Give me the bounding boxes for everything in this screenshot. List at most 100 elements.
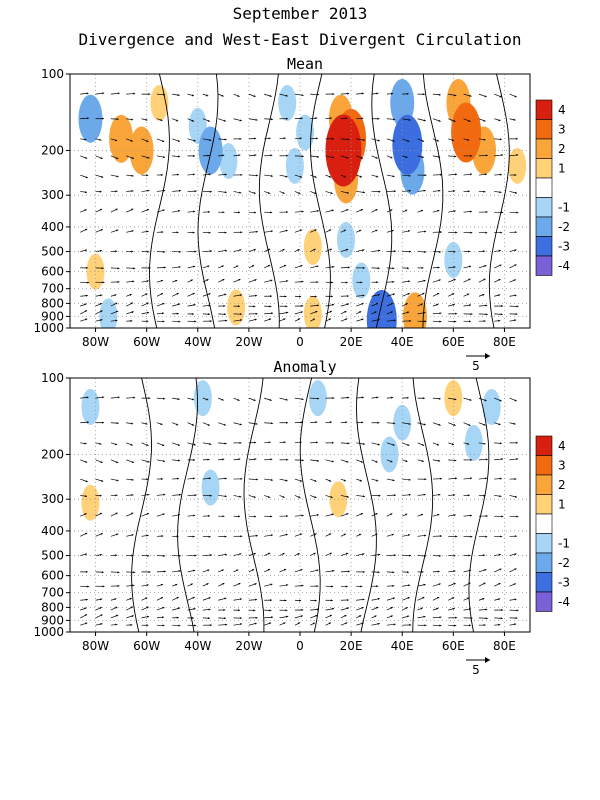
wind-vector-head <box>207 313 210 316</box>
wind-vector-head <box>331 209 334 212</box>
wind-vector-head <box>409 319 412 322</box>
wind-vector-head <box>285 533 288 536</box>
wind-vector-head <box>207 458 210 461</box>
wind-vector-head <box>270 515 273 518</box>
wind-vector-head <box>270 583 273 586</box>
wind-vector-head <box>240 173 243 176</box>
wind-vector-head <box>254 154 257 157</box>
wind-vector-head <box>390 209 393 212</box>
wind-vector-head <box>177 513 181 516</box>
wind-vector-head <box>420 303 423 306</box>
wind-vector-head <box>437 570 440 573</box>
wind-vector-head <box>133 92 136 95</box>
wind-vector-head <box>178 266 181 269</box>
wind-vector-head <box>498 119 501 122</box>
wind-vector-head <box>361 92 364 95</box>
wind-vector-head <box>316 304 319 307</box>
wind-vector-head <box>360 156 364 159</box>
wind-vector-head <box>100 461 103 464</box>
wind-vector-head <box>470 231 473 234</box>
wind-vector-head <box>346 495 349 498</box>
wind-vector-head <box>99 303 102 306</box>
wind-vector-head <box>163 397 166 400</box>
wind-vector-head <box>423 119 426 122</box>
wind-vector-head <box>393 118 396 121</box>
wind-vector-head <box>221 265 224 268</box>
wind-vector-head <box>455 616 458 619</box>
wind-vector-head <box>405 460 408 463</box>
wind-vector-head <box>468 582 471 585</box>
wind-vector-head <box>408 280 411 283</box>
wind-vector-head <box>160 118 163 121</box>
wind-vector-head <box>498 294 501 297</box>
wind-vector-head <box>115 494 118 497</box>
wind-vector-head <box>131 174 134 177</box>
wind-vector-head <box>163 266 166 269</box>
wind-vector-head <box>330 496 333 499</box>
wind-vector-head <box>314 175 317 178</box>
wind-vector-head <box>146 320 149 323</box>
wind-vector-head <box>498 598 501 601</box>
wind-vector-head <box>224 249 227 252</box>
wind-vector-head <box>315 421 318 424</box>
wind-vector-head <box>436 443 440 446</box>
wind-vector-head <box>270 174 273 178</box>
wind-vector-head <box>484 265 487 268</box>
wind-vector-head <box>454 94 457 97</box>
contour-line <box>197 74 219 328</box>
wind-vector-head <box>500 313 503 316</box>
wind-vector-head <box>421 266 424 269</box>
colorbar-label: 1 <box>558 161 566 175</box>
wind-vector-head <box>99 442 102 445</box>
contour-line <box>177 378 198 632</box>
wind-vector-head <box>391 92 394 95</box>
colorbar-label: 4 <box>558 103 566 117</box>
divergence-region <box>482 388 501 425</box>
wind-vector-head <box>130 443 133 446</box>
wind-vector-head <box>359 311 362 314</box>
wind-vector-head <box>467 190 470 193</box>
wind-vector-head <box>392 280 395 283</box>
wind-vector-head <box>393 190 396 193</box>
wind-vector-head <box>454 459 457 462</box>
wind-vector-head <box>405 513 408 516</box>
wind-vector-head <box>99 138 102 141</box>
wind-vector-head <box>116 118 119 121</box>
wind-vector-head <box>345 421 348 424</box>
wind-vector-head <box>146 615 150 618</box>
wind-vector-head <box>284 568 287 571</box>
wind-vector-head <box>206 94 209 97</box>
wind-vector-head <box>270 279 273 282</box>
wind-vector-head <box>193 443 196 446</box>
x-tick-label: 80E <box>493 639 516 653</box>
wind-vector-head <box>329 248 332 251</box>
wind-vector-head <box>284 295 287 298</box>
wind-vector-head <box>329 552 332 555</box>
wind-vector-head <box>267 568 271 571</box>
wind-vector-head <box>85 318 88 321</box>
wind-vector-head <box>175 279 178 282</box>
wind-vector-head <box>194 190 197 193</box>
wind-vector-head <box>317 93 320 96</box>
colorbar-label: 3 <box>558 458 566 472</box>
wind-vector-head <box>378 249 381 252</box>
wind-vector-head <box>209 190 212 193</box>
wind-vector-head <box>468 278 471 281</box>
wind-vector-head <box>377 571 380 574</box>
wind-vector-head <box>301 280 304 283</box>
wind-vector-head <box>239 553 242 556</box>
wind-vector-head <box>393 422 396 425</box>
wind-vector-head <box>437 209 440 212</box>
wind-vector-head <box>224 191 227 194</box>
wind-vector-head <box>454 173 458 176</box>
wind-vector-head <box>176 423 179 426</box>
contour-line <box>488 74 510 328</box>
wind-vector-head <box>424 250 427 253</box>
wind-vector-head <box>100 319 103 322</box>
wind-vector-head <box>255 312 258 315</box>
wind-vector-head <box>193 139 196 142</box>
wind-vector-head <box>239 441 242 444</box>
wind-vector-head <box>209 554 212 557</box>
wind-vector-head <box>193 514 196 517</box>
wind-vector-head <box>253 399 256 401</box>
